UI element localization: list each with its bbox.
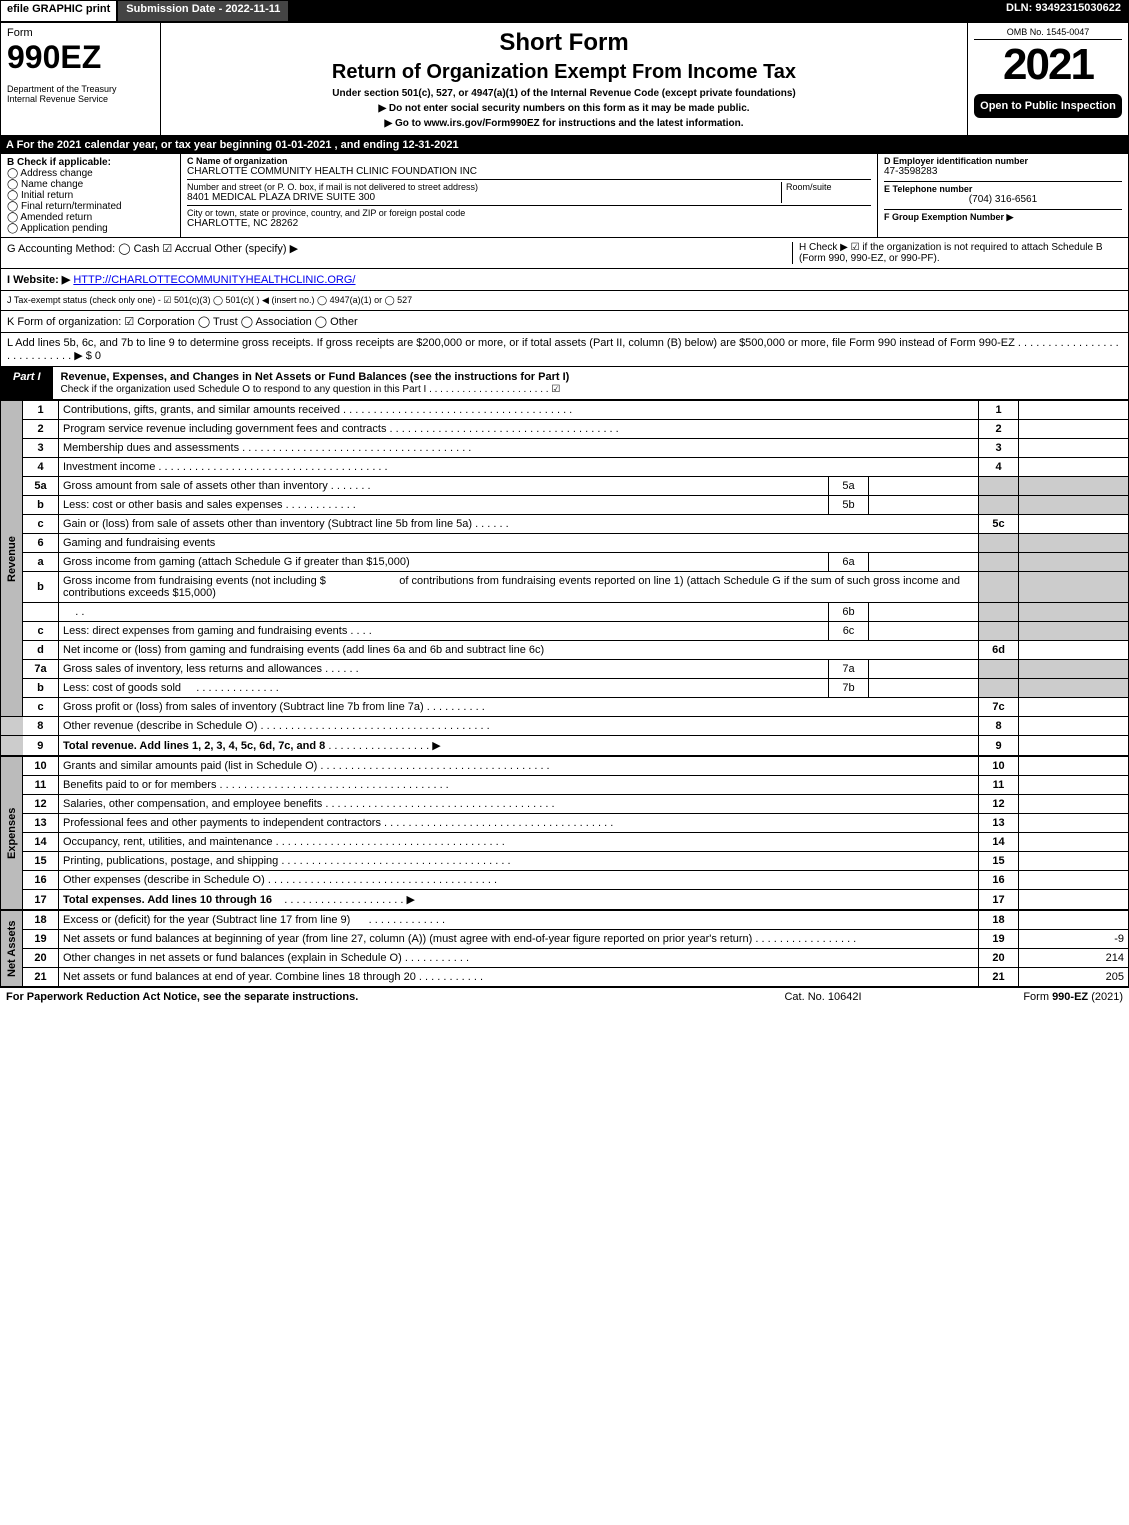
line-6b-1: Gross income from fundraising events (no… (63, 575, 326, 587)
part-1-title: Revenue, Expenses, and Changes in Net As… (61, 371, 570, 383)
label-room: Room/suite (786, 182, 871, 192)
line-16: Other expenses (describe in Schedule O) (63, 874, 497, 886)
line-18: Excess or (deficit) for the year (Subtra… (63, 914, 350, 926)
label-group-exempt: F Group Exemption Number ▶ (884, 209, 1122, 223)
line-21: Net assets or fund balances at end of ye… (63, 971, 416, 983)
line-1: Contributions, gifts, grants, and simila… (63, 404, 572, 416)
efile-print-button[interactable]: efile GRAPHIC print (0, 0, 117, 22)
label-city: City or town, state or province, country… (187, 208, 871, 218)
city-state-zip: CHARLOTTE, NC 28262 (187, 218, 871, 229)
line-3: Membership dues and assessments (63, 442, 471, 454)
line-6d: Net income or (loss) from gaming and fun… (59, 641, 979, 660)
website-link[interactable]: HTTP://CHARLOTTECOMMUNITYHEALTHCLINIC.OR… (73, 274, 355, 286)
open-inspection: Open to Public Inspection (974, 94, 1122, 118)
line-8: Other revenue (describe in Schedule O) (63, 720, 490, 732)
expenses-table: Expenses 10Grants and similar amounts pa… (0, 756, 1129, 910)
amt-19: -9 (1019, 930, 1129, 949)
part-1-header: Part I Revenue, Expenses, and Changes in… (0, 367, 1129, 400)
line-12: Salaries, other compensation, and employ… (63, 798, 555, 810)
line-10: Grants and similar amounts paid (list in… (63, 760, 550, 772)
row-j-tax-exempt: J Tax-exempt status (check only one) - ☑… (0, 291, 1129, 311)
top-bar: efile GRAPHIC print Submission Date - 20… (0, 0, 1129, 22)
under-section: Under section 501(c), 527, or 4947(a)(1)… (167, 88, 961, 99)
submission-date: Submission Date - 2022-11-11 (117, 0, 289, 22)
goto-link[interactable]: ▶ Go to www.irs.gov/Form990EZ for instru… (167, 118, 961, 129)
line-20: Other changes in net assets or fund bala… (63, 952, 402, 964)
box-c: C Name of organization CHARLOTTE COMMUNI… (181, 154, 878, 237)
line-14: Occupancy, rent, utilities, and maintena… (63, 836, 505, 848)
row-l-gross-receipts: L Add lines 5b, 6c, and 7b to line 9 to … (0, 333, 1129, 367)
label-phone: E Telephone number (884, 181, 1122, 194)
cb-initial-return[interactable]: ◯ Initial return (7, 190, 174, 201)
line-2: Program service revenue including govern… (63, 423, 619, 435)
row-a-tax-year: A For the 2021 calendar year, or tax yea… (0, 136, 1129, 154)
line-15: Printing, publications, postage, and shi… (63, 855, 511, 867)
ssn-warning: ▶ Do not enter social security numbers o… (167, 103, 961, 114)
line-17: Total expenses. Add lines 10 through 16 (63, 894, 272, 906)
line-6: Gaming and fundraising events (59, 534, 979, 553)
line-5c: Gain or (loss) from sale of assets other… (63, 518, 472, 530)
street-address: 8401 MEDICAL PLAZA DRIVE SUITE 300 (187, 192, 781, 203)
form-title-long: Return of Organization Exempt From Incom… (167, 61, 961, 84)
footer-form-no: 990-EZ (1052, 991, 1088, 1003)
info-grid: B Check if applicable: ◯ Address change … (0, 154, 1129, 238)
tax-year: 2021 (974, 40, 1122, 90)
ein-value: 47-3598283 (884, 166, 1122, 177)
line-6a: Gross income from gaming (attach Schedul… (59, 553, 829, 572)
cb-name-change[interactable]: ◯ Name change (7, 179, 174, 190)
line-9: Total revenue. Add lines 1, 2, 3, 4, 5c,… (63, 740, 325, 752)
line-19: Net assets or fund balances at beginning… (63, 933, 752, 945)
omb-number: OMB No. 1545-0047 (974, 27, 1122, 40)
netassets-table: Net Assets 18Excess or (deficit) for the… (0, 910, 1129, 987)
dept-label: Department of the Treasury (7, 84, 154, 94)
phone-value: (704) 316-6561 (884, 194, 1122, 205)
form-label: Form (7, 27, 154, 39)
row-k-form-org: K Form of organization: ☑ Corporation ◯ … (0, 311, 1129, 333)
line-7b: Less: cost of goods sold (63, 682, 181, 694)
cb-amended[interactable]: ◯ Amended return (7, 212, 174, 223)
amt-21: 205 (1019, 968, 1129, 987)
irs-label: Internal Revenue Service (7, 94, 154, 104)
row-h-schedule-b: H Check ▶ ☑ if the organization is not r… (792, 242, 1122, 264)
org-name: CHARLOTTE COMMUNITY HEALTH CLINIC FOUNDA… (187, 166, 871, 177)
dln-label: DLN: 93492315030622 (998, 0, 1129, 22)
row-i: I Website: ▶ HTTP://CHARLOTTECOMMUNITYHE… (0, 269, 1129, 291)
part-1-label: Part I (1, 367, 53, 399)
cb-final-return[interactable]: ◯ Final return/terminated (7, 201, 174, 212)
part-1-check: Check if the organization used Schedule … (61, 384, 561, 395)
cb-app-pending[interactable]: ◯ Application pending (7, 223, 174, 234)
label-street: Number and street (or P. O. box, if mail… (187, 182, 781, 192)
box-b-title: B Check if applicable: (7, 157, 174, 168)
sidelabel-netassets: Net Assets (1, 911, 23, 987)
label-ein: D Employer identification number (884, 156, 1122, 166)
website-label: I Website: ▶ (7, 274, 70, 286)
form-number: 990EZ (7, 39, 154, 76)
form-header: Form 990EZ Department of the Treasury In… (0, 22, 1129, 136)
row-gh: G Accounting Method: ◯ Cash ☑ Accrual Ot… (0, 238, 1129, 269)
paperwork-notice: For Paperwork Reduction Act Notice, see … (6, 991, 723, 1003)
line-11: Benefits paid to or for members (63, 779, 449, 791)
cat-no: Cat. No. 10642I (723, 991, 923, 1003)
form-title-short: Short Form (167, 29, 961, 57)
row-g-accounting: G Accounting Method: ◯ Cash ☑ Accrual Ot… (7, 242, 792, 264)
box-def: D Employer identification number 47-3598… (878, 154, 1128, 237)
page-footer: For Paperwork Reduction Act Notice, see … (0, 987, 1129, 1006)
box-b: B Check if applicable: ◯ Address change … (1, 154, 181, 237)
amt-20: 214 (1019, 949, 1129, 968)
line-7a: Gross sales of inventory, less returns a… (63, 663, 322, 675)
revenue-table: Revenue 1Contributions, gifts, grants, a… (0, 400, 1129, 756)
label-org-name: C Name of organization (187, 156, 871, 166)
cb-address-change[interactable]: ◯ Address change (7, 168, 174, 179)
line-6c: Less: direct expenses from gaming and fu… (63, 625, 347, 637)
line-5a: Gross amount from sale of assets other t… (63, 480, 328, 492)
sidelabel-revenue: Revenue (1, 401, 23, 717)
line-5b: Less: cost or other basis and sales expe… (63, 499, 283, 511)
sidelabel-expenses: Expenses (1, 757, 23, 910)
line-7c: Gross profit or (loss) from sales of inv… (63, 701, 424, 713)
line-4: Investment income (63, 461, 388, 473)
line-13: Professional fees and other payments to … (63, 817, 613, 829)
